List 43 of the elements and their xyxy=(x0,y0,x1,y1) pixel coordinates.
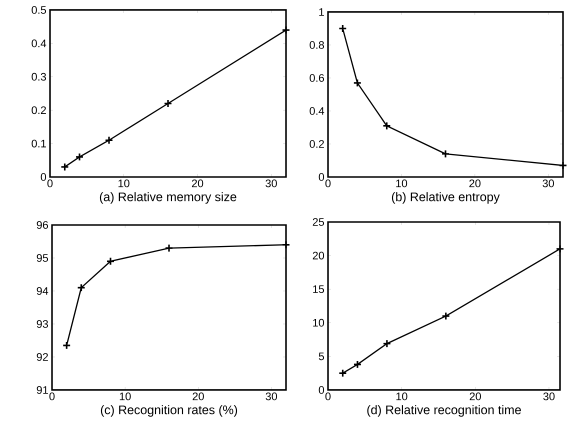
y-tick-label: 0.4 xyxy=(32,40,46,48)
x-tick-label: 20 xyxy=(470,392,481,400)
y-tick-label: 20 xyxy=(312,252,324,260)
x-tick-label: 0 xyxy=(325,180,331,188)
x-tick-label: 10 xyxy=(120,392,131,400)
x-tick-label: 30 xyxy=(542,180,554,188)
y-tick-label: 5 xyxy=(318,352,324,360)
x-tick-label: 10 xyxy=(118,180,130,188)
x-tick-label: 30 xyxy=(543,392,555,400)
x-axis-title: (a) Relative memory size xyxy=(100,192,236,204)
x-tick-label: 20 xyxy=(192,392,204,400)
x-axis-title: (b) Relative entropy xyxy=(392,192,500,204)
y-tick-label: 0.5 xyxy=(32,6,46,14)
x-tick-label: 20 xyxy=(469,180,481,188)
x-tick-label: 30 xyxy=(266,392,278,400)
x-axis-title: (d) Relative recognition time xyxy=(367,405,521,417)
y-tick-label: 15 xyxy=(313,285,324,294)
y-tick-label: 0 xyxy=(318,386,324,394)
x-tick-label: 20 xyxy=(192,180,204,188)
x-tick-label: 0 xyxy=(49,392,55,400)
y-tick-label: 0.8 xyxy=(310,41,324,49)
y-tick-label: 0.1 xyxy=(32,140,46,148)
x-axis-title: (c) Recognition rates (%) xyxy=(100,405,238,417)
y-tick-label: 25 xyxy=(312,218,324,226)
y-tick-label: 0 xyxy=(318,173,324,181)
x-tick-label: 10 xyxy=(396,180,408,188)
y-tick-label: 0 xyxy=(40,173,46,181)
y-tick-label: 96 xyxy=(36,221,48,229)
y-tick-label: 0.4 xyxy=(310,107,324,115)
y-tick-label: 0.3 xyxy=(32,72,46,81)
y-tick-label: 0.2 xyxy=(310,140,324,148)
y-tick-label: 92 xyxy=(36,353,48,361)
y-tick-label: 95 xyxy=(36,254,48,262)
x-tick-label: 30 xyxy=(266,180,277,188)
y-tick-label: 93 xyxy=(36,320,48,328)
y-tick-label: 0.6 xyxy=(310,74,324,82)
y-tick-label: 94 xyxy=(36,287,48,295)
y-tick-label: 10 xyxy=(313,318,324,327)
y-tick-label: 0.2 xyxy=(32,106,46,114)
x-tick-label: 10 xyxy=(396,392,408,400)
y-tick-label: 91 xyxy=(36,386,48,394)
x-tick-label: 0 xyxy=(325,392,331,400)
y-tick-label: 1 xyxy=(319,8,324,16)
